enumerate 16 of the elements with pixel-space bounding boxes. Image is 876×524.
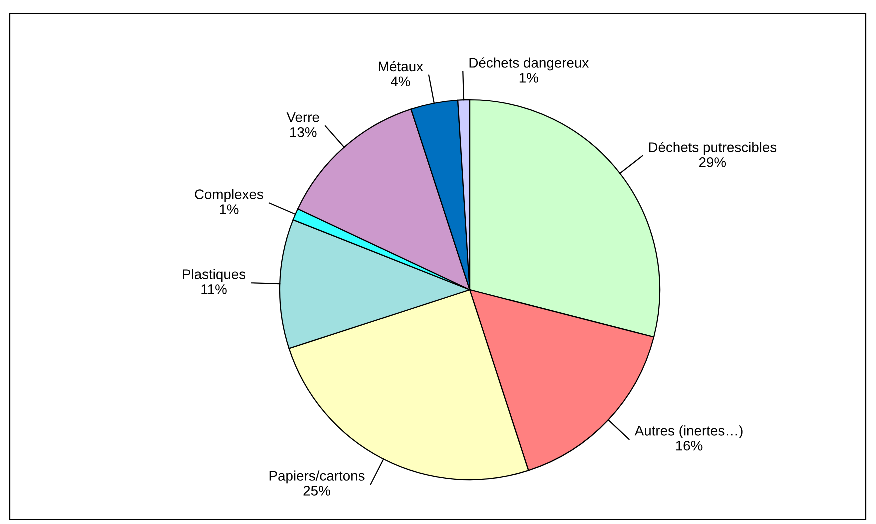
data-label: 4% — [391, 76, 410, 87]
data-label: 11% — [202, 284, 227, 294]
slice-label: Autres (inertes…) — [634, 426, 743, 439]
data-label: 1% — [520, 73, 538, 83]
data-label: 29% — [699, 158, 726, 168]
slice-label: Métaux — [379, 61, 424, 72]
data-label: 13% — [290, 127, 317, 138]
data-label: 25% — [304, 486, 330, 496]
data-label: 16% — [676, 440, 703, 451]
slice-label: Plastiques — [183, 269, 246, 282]
slice-label: Déchets dangereux — [470, 58, 589, 71]
slice-label: Déchets putrescibles — [649, 142, 777, 156]
data-label: 1% — [220, 204, 239, 214]
slice-label: Complexes — [195, 189, 264, 202]
slice-label: Verre — [286, 112, 320, 122]
slice-label: Papiers/cartons — [270, 470, 365, 484]
